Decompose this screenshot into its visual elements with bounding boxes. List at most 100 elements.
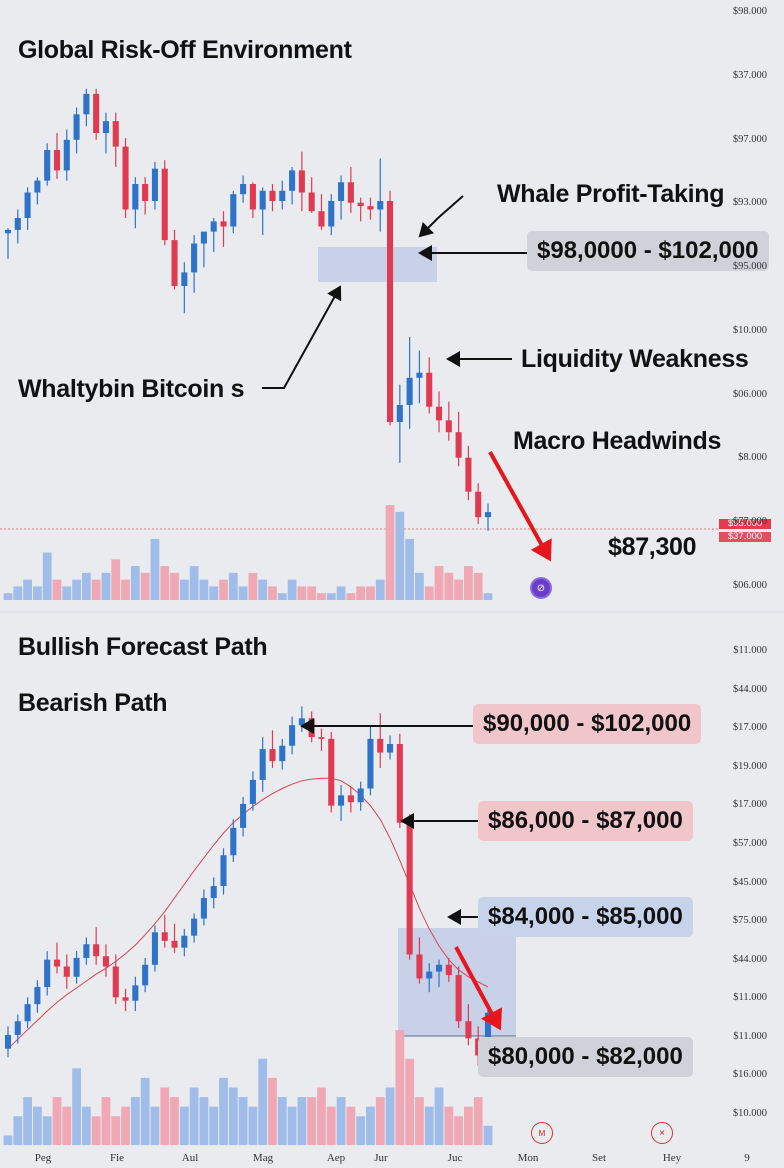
candle-body bbox=[406, 377, 413, 405]
candle-body bbox=[367, 738, 374, 789]
candle-body bbox=[53, 959, 61, 967]
volume-bar bbox=[62, 586, 72, 600]
volume-bar bbox=[464, 566, 473, 600]
candle-body bbox=[34, 180, 41, 193]
candle-body bbox=[367, 206, 374, 210]
volume-bar bbox=[424, 1106, 434, 1145]
volume-bar bbox=[42, 1116, 52, 1145]
candle-body bbox=[328, 201, 335, 227]
y-tick-label: $10.000 bbox=[732, 324, 767, 336]
volume-bar bbox=[219, 579, 228, 600]
candle-body bbox=[102, 121, 109, 133]
y-tick-label: $44.000 bbox=[732, 953, 767, 965]
whale-profit-arrow bbox=[418, 195, 464, 238]
y-tick-label: $97.000 bbox=[732, 133, 767, 145]
candle-body bbox=[357, 202, 364, 207]
candle-body bbox=[416, 954, 423, 979]
zone-label-4: $80,000 - $82,000 bbox=[478, 1037, 693, 1077]
zone-label-2: $86,000 - $87,000 bbox=[478, 801, 693, 841]
candle-body bbox=[14, 1021, 21, 1035]
candle-body bbox=[455, 432, 462, 458]
candle-body bbox=[63, 966, 70, 977]
candle-body bbox=[83, 944, 90, 958]
candle-body bbox=[338, 795, 345, 806]
volume-bar bbox=[179, 1106, 189, 1145]
candle-body bbox=[308, 192, 315, 212]
candle-body bbox=[63, 139, 70, 171]
volume-bar bbox=[130, 566, 140, 600]
candle-body bbox=[298, 718, 305, 726]
candle-body bbox=[347, 182, 354, 203]
volume-bar bbox=[366, 586, 375, 600]
bearish-path-label: Bearish Path bbox=[18, 689, 168, 717]
volume-bar bbox=[424, 586, 434, 600]
candle-body bbox=[240, 184, 247, 195]
x-tick-label: Set bbox=[591, 1152, 607, 1164]
y-tick-label: $8.000 bbox=[738, 452, 767, 464]
candle-body bbox=[387, 744, 394, 753]
volume-bar bbox=[219, 1077, 228, 1145]
candle-body bbox=[484, 1012, 492, 1056]
candle-body bbox=[34, 987, 41, 1005]
candle-body bbox=[338, 182, 345, 201]
candle-body bbox=[435, 406, 443, 421]
candle-body bbox=[93, 93, 100, 133]
candle-body bbox=[259, 749, 266, 780]
bullish-path-label: Bullish Forecast Path bbox=[18, 633, 268, 661]
candle-body bbox=[171, 940, 178, 948]
volume-bar bbox=[189, 566, 199, 600]
macro-arrow bbox=[488, 451, 552, 562]
x-tick-label: Mon bbox=[517, 1152, 539, 1164]
y-tick-label: $93.000 bbox=[732, 197, 767, 209]
y-tick-label: $17.000 bbox=[732, 799, 767, 811]
volume-bar bbox=[111, 1116, 121, 1145]
candle-body bbox=[24, 1004, 31, 1022]
volume-bar bbox=[258, 579, 268, 600]
volume-bar bbox=[356, 586, 366, 600]
x-tick-label: Mag bbox=[252, 1152, 274, 1164]
y-tick-label: $19.000 bbox=[732, 760, 767, 772]
candle-body bbox=[259, 190, 266, 210]
candle-body bbox=[465, 457, 472, 492]
volume-bar bbox=[238, 586, 248, 600]
volume-bar bbox=[32, 1106, 42, 1145]
candle-body bbox=[142, 964, 149, 986]
y-tick-label: $17.000 bbox=[732, 722, 767, 734]
candle-body bbox=[279, 745, 286, 762]
candle-body bbox=[122, 146, 129, 210]
candle-body bbox=[289, 725, 296, 746]
candle-body bbox=[191, 243, 198, 273]
volume-bar bbox=[405, 538, 415, 600]
candle-body bbox=[347, 795, 354, 803]
volume-bar bbox=[140, 572, 150, 600]
x-tick-label: Jur bbox=[374, 1152, 388, 1164]
volume-bar bbox=[52, 579, 62, 600]
y-tick-label: $44.000 bbox=[732, 683, 767, 695]
event-icon: M bbox=[531, 1122, 553, 1144]
volume-bar bbox=[42, 552, 52, 600]
volume-bar bbox=[297, 586, 307, 600]
candle-body bbox=[181, 935, 188, 948]
candle-body bbox=[396, 405, 403, 422]
candle-body bbox=[181, 272, 188, 286]
volume-bar bbox=[287, 579, 297, 600]
volume-bar bbox=[307, 586, 317, 600]
volume-bar bbox=[444, 1106, 454, 1145]
candle-body bbox=[4, 229, 12, 234]
candle-body bbox=[210, 886, 217, 899]
candle-body bbox=[210, 221, 217, 232]
volume-bar bbox=[101, 572, 111, 600]
whale-zone-box bbox=[318, 247, 437, 282]
volume-bar bbox=[385, 505, 395, 600]
indicator-icon: ⊘ bbox=[530, 577, 552, 599]
volume-bar bbox=[317, 593, 326, 600]
candle-body bbox=[171, 240, 178, 286]
y-tick-label: $75.000 bbox=[732, 915, 767, 927]
volume-bar bbox=[375, 579, 385, 600]
candle-body bbox=[249, 779, 256, 804]
candle-body bbox=[14, 218, 21, 230]
volume-bar bbox=[405, 1058, 415, 1145]
annotation-whales: Whaltybin Bitcoin s bbox=[18, 375, 245, 403]
candle-body bbox=[445, 420, 452, 433]
